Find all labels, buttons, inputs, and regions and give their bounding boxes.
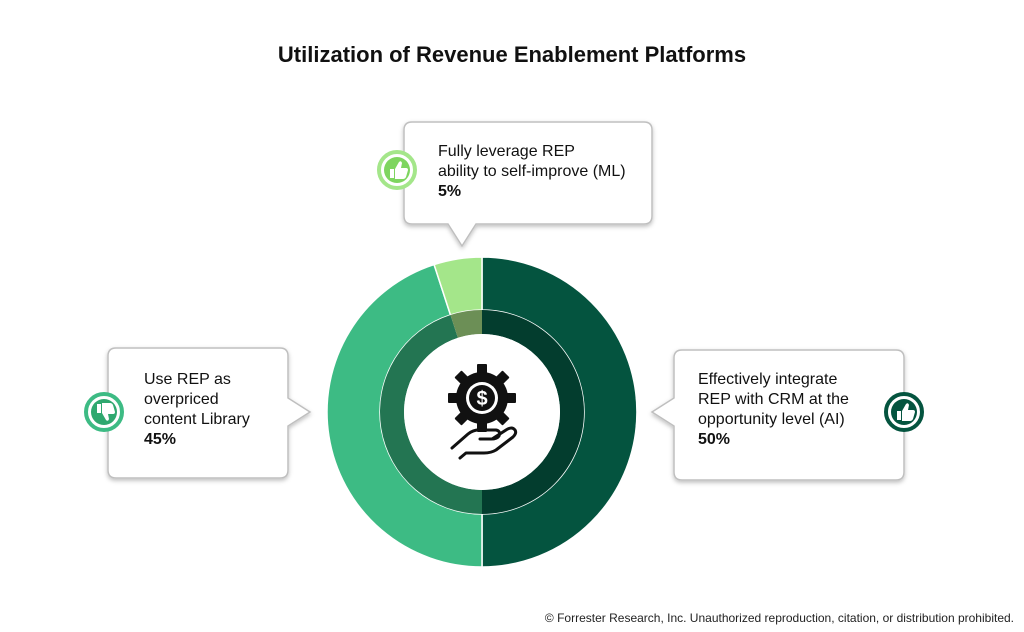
svg-text:$: $ bbox=[476, 388, 487, 410]
callout-library-line-2: overpriced bbox=[144, 391, 219, 408]
callout-ml-value: 5% bbox=[438, 183, 462, 200]
chart-title: Utilization of Revenue Enablement Platfo… bbox=[277, 42, 747, 67]
callout-ai-line-3: opportunity level (AI) bbox=[698, 411, 845, 428]
callout-library: Use REP as overpriced content Library 45… bbox=[144, 370, 250, 450]
callout-library-line-1: Use REP as bbox=[144, 371, 231, 388]
callout-ai-value: 50% bbox=[698, 431, 731, 448]
thumbs-down-icon bbox=[84, 392, 124, 432]
callout-ml-line-1: Fully leverage REP bbox=[438, 143, 575, 160]
callout-library-line-3: content Library bbox=[144, 411, 250, 428]
donut-slice-library bbox=[326, 263, 483, 568]
copyright-notice: © Forrester Research, Inc. Unauthorized … bbox=[544, 611, 1014, 625]
callout-library-box bbox=[107, 347, 312, 479]
donut-inner-ring-ai bbox=[482, 310, 584, 514]
donut-inner-ring-library bbox=[379, 314, 482, 514]
gear-dollar-hand-icon: $ bbox=[448, 364, 518, 460]
donut-inner-ring-ml bbox=[450, 310, 482, 338]
callout-ai-line-2: REP with CRM at the bbox=[698, 391, 849, 408]
callout-ai-line-1: Effectively integrate bbox=[698, 371, 838, 388]
thumbs-up-icon bbox=[377, 150, 417, 190]
callout-ml-line-2: ability to self-improve (ML) bbox=[438, 163, 626, 180]
callout-ai: Effectively integrate REP with CRM at th… bbox=[698, 370, 849, 450]
callout-ml-box bbox=[403, 121, 653, 248]
callout-library-value: 45% bbox=[144, 431, 177, 448]
callout-ai-box bbox=[650, 349, 905, 481]
callout-ml: Fully leverage REP ability to self-impro… bbox=[438, 142, 626, 202]
thumbs-up-icon bbox=[884, 392, 924, 432]
